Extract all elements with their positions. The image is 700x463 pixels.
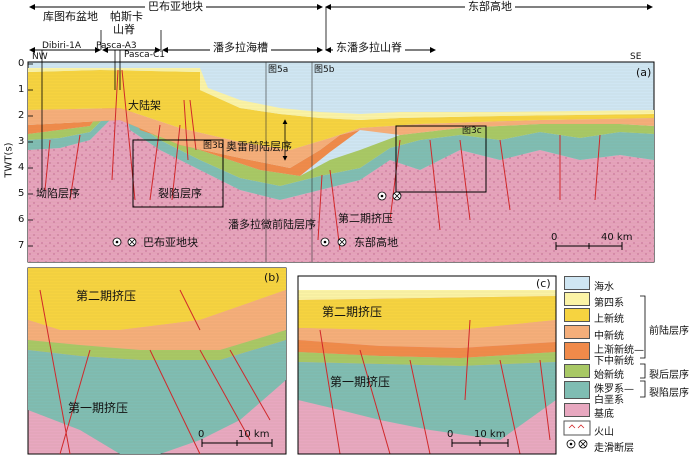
legend-swatch-eocene <box>564 364 590 378</box>
legend-swatch-pliocene <box>564 308 590 322</box>
panel-a <box>27 50 655 263</box>
legend-eocene: 始新统 <box>594 370 624 381</box>
fig-ref-5b: 图5b <box>314 65 335 75</box>
legend-swatch-miocene <box>564 325 590 339</box>
legend-volcano: 火山 <box>594 427 614 438</box>
label-rift-sequence: 裂陷层序 <box>158 187 202 200</box>
scale-c-zero: 0 <box>447 429 454 440</box>
panel-c <box>297 275 557 455</box>
legend-upper-oligocene: 上渐新统— <box>594 345 644 356</box>
panel-a-se: SE <box>630 52 642 62</box>
panel-c-phase1: 第一期挤压 <box>330 375 391 389</box>
legend-swatch-quaternary <box>564 292 590 306</box>
legend-swatch-jurassic-cretaceous <box>564 381 590 399</box>
panel-b-label: (b) <box>264 271 280 284</box>
well-pasca-a3: Pasca-A3 <box>96 41 137 51</box>
well-dibiri: Dibiri-1A <box>42 41 81 51</box>
legend-strike-slip: 走滑断层 <box>594 443 634 454</box>
panel-a-label: (a) <box>636 66 652 79</box>
fig-ref-5a: 图5a <box>268 65 289 75</box>
y-tick-0: 0 <box>18 58 25 69</box>
y-tick-2: 2 <box>18 110 25 121</box>
legend-lower-miocene: 下中新统 <box>594 356 634 367</box>
label-continental-shelf: 大陆架 <box>128 99 161 112</box>
scale-a-zero: 0 <box>551 232 558 243</box>
panel-b-phase2: 第二期挤压 <box>76 289 137 303</box>
y-tick-3: 3 <box>18 136 25 147</box>
label-east-highland: 东部高地 <box>354 236 398 249</box>
label-pandora-foreland: 潘多拉微前陆层序 <box>228 218 316 231</box>
y-tick-5: 5 <box>18 188 25 199</box>
label-papua-block: 巴布亚地块 <box>143 236 198 249</box>
scale-c-end: 10 km <box>474 429 506 440</box>
header-east-high: 东部高地 <box>465 1 515 12</box>
scale-a-end: 40 km <box>601 232 633 243</box>
y-tick-6: 6 <box>18 214 25 225</box>
y-tick-4: 4 <box>18 162 25 173</box>
header-pasca: 帕斯卡 <box>110 10 143 23</box>
label-phase2-a: 第二期挤压 <box>338 212 393 225</box>
legend-seawater: 海水 <box>594 282 614 293</box>
legend-pliocene: 上新统 <box>594 314 624 325</box>
panel-a-nw: NW <box>32 52 48 62</box>
fig-ref-3c: 图3c <box>462 126 482 136</box>
legend-group-foreland: 前陆层序 <box>649 326 689 337</box>
well-pasca-c1: Pasca-C1 <box>124 50 165 60</box>
label-sag-sequence: 坳陷层序 <box>36 187 80 200</box>
scale-b-end: 10 km <box>238 429 270 440</box>
legend-group-post-rift: 裂后层序 <box>649 370 689 381</box>
header-east-pandora: 东潘多拉山脊 <box>333 42 405 53</box>
legend-group-rift: 裂陷层序 <box>649 388 689 399</box>
y-tick-7: 7 <box>18 240 25 251</box>
panel-c-label: (c) <box>536 277 551 290</box>
legend-graphics <box>563 295 646 449</box>
panel-b <box>27 267 287 455</box>
fig-ref-3b: 图3b <box>203 141 224 151</box>
header-papua: 巴布亚地块 <box>145 1 206 12</box>
legend-swatch-oligo-miocene <box>564 342 590 360</box>
legend-swatch-basement <box>564 403 590 417</box>
legend-miocene: 中新统 <box>594 331 624 342</box>
y-tick-1: 1 <box>18 84 25 95</box>
scale-b-zero: 0 <box>198 429 205 440</box>
header-ridge: 山脊 <box>113 23 135 36</box>
panel-c-phase2: 第二期挤压 <box>322 305 383 319</box>
y-axis-label: TWT(s) <box>3 142 15 178</box>
header-pandora: 潘多拉海槽 <box>210 42 271 53</box>
legend-swatch-seawater <box>564 276 590 290</box>
label-oleh-foreland: 奥雷前陆层序 <box>226 140 292 153</box>
legend-quaternary: 第四系 <box>594 298 624 309</box>
panel-b-phase1: 第一期挤压 <box>68 401 129 415</box>
legend-cretaceous: 白垩系 <box>594 395 624 406</box>
legend-jurassic: 侏罗系— <box>594 384 634 395</box>
header-kutubu: 库图布盆地 <box>43 10 98 23</box>
legend-basement: 基底 <box>594 409 614 420</box>
